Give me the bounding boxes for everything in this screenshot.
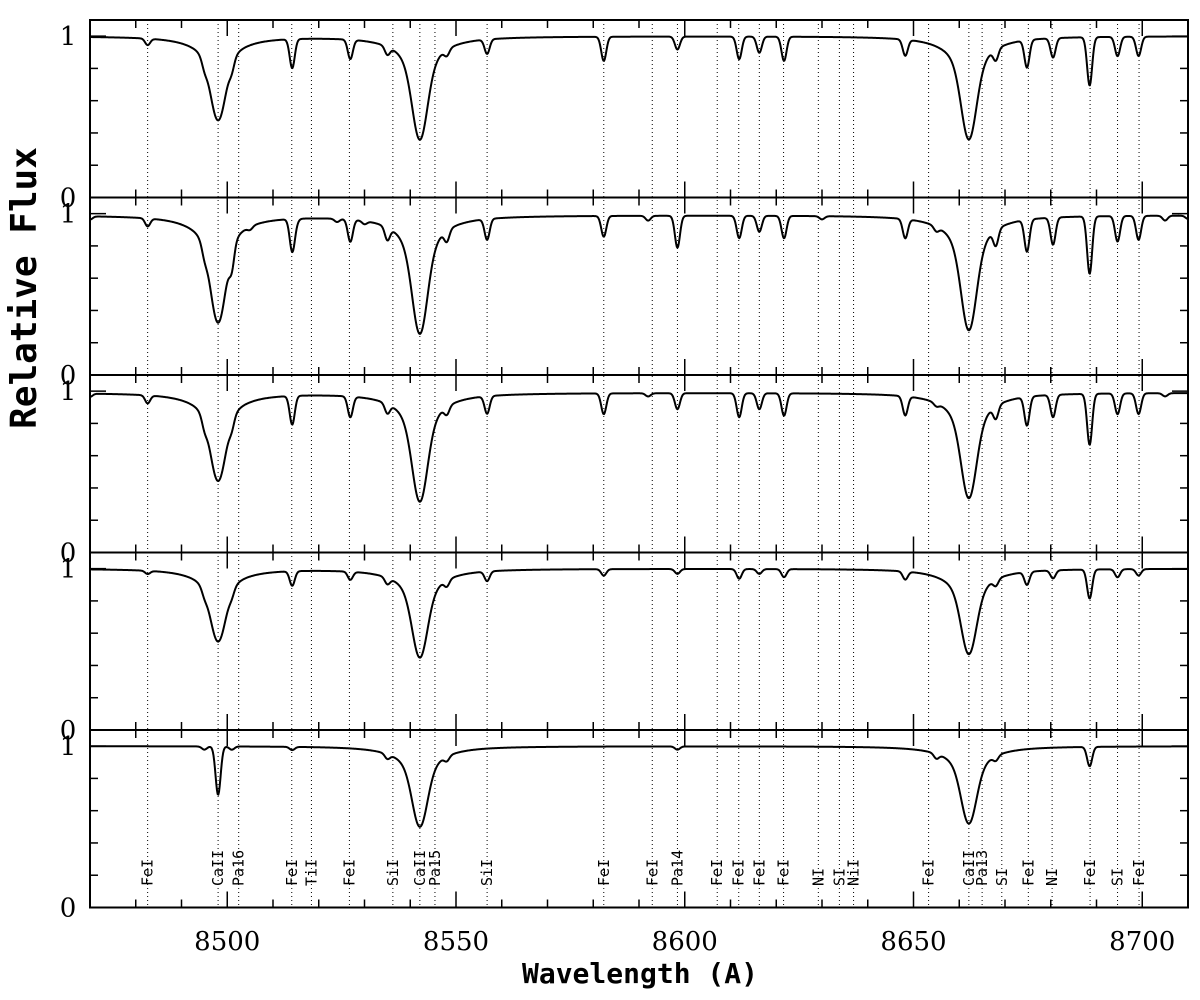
line-label: SiI <box>478 859 496 886</box>
y-tick-label: 1 <box>60 732 77 762</box>
line-label: FeI <box>595 859 613 886</box>
x-tick-label: 8500 <box>194 927 260 957</box>
line-label: FeI <box>708 859 726 886</box>
line-label: Pa14 <box>668 850 686 886</box>
line-label: Pa16 <box>230 850 248 886</box>
x-tick-label: 8600 <box>652 927 718 957</box>
y-tick-label: 1 <box>60 22 77 52</box>
panel-frame <box>89 196 1189 376</box>
line-label: SI <box>1109 868 1127 886</box>
line-label: CaII <box>960 850 978 886</box>
spectra-panels <box>89 35 1189 828</box>
line-markers <box>147 20 1140 908</box>
y-tick-label: 1 <box>60 200 77 230</box>
line-label: FeI <box>643 859 661 886</box>
y-tick-label: 0 <box>60 716 77 746</box>
line-label: NI <box>809 868 827 886</box>
y-tick-label: 0 <box>60 539 77 569</box>
line-label: FeI <box>750 859 768 886</box>
line-label: FeI <box>283 859 301 886</box>
line-label: CaII <box>411 850 429 886</box>
x-tick-label: 8650 <box>880 927 946 957</box>
y-tick-label: 0 <box>60 184 77 214</box>
y-tick-label: 0 <box>60 361 77 391</box>
line-label: FeI <box>1019 859 1037 886</box>
spectrum-line <box>89 567 1189 659</box>
y-tick-label: 0 <box>60 894 77 924</box>
line-label: FeI <box>340 859 358 886</box>
line-label: FeI <box>139 859 157 886</box>
line-label: FeI <box>920 859 938 886</box>
line-label: FeI <box>730 859 748 886</box>
line-label: FeI <box>1130 859 1148 886</box>
line-label: SI <box>993 868 1011 886</box>
line-label: NI <box>1043 868 1061 886</box>
line-label: Pa15 <box>426 850 444 886</box>
spectrum-line <box>89 745 1189 828</box>
spectrum-line <box>89 214 1189 335</box>
line-label: FeI <box>1081 859 1099 886</box>
spectrum-line <box>89 35 1189 141</box>
line-label: CaII <box>209 850 227 886</box>
line-label: NiI <box>845 859 863 886</box>
spectrum-line <box>89 392 1189 503</box>
x-axis-title: Wavelength (A) <box>522 957 758 990</box>
y-tick-label: 1 <box>60 377 77 407</box>
line-label: TiI <box>302 859 320 886</box>
line-label: Pa13 <box>973 850 991 886</box>
line-label: SI <box>830 868 848 886</box>
x-tick-label: 8550 <box>423 927 489 957</box>
x-tick-label: 8700 <box>1109 927 1175 957</box>
y-tick-label: 1 <box>60 555 77 585</box>
line-label: SiI <box>384 859 402 886</box>
y-axis-title: Relative Flux <box>4 147 45 429</box>
line-label: FeI <box>775 859 793 886</box>
panel-frames <box>89 19 1189 909</box>
